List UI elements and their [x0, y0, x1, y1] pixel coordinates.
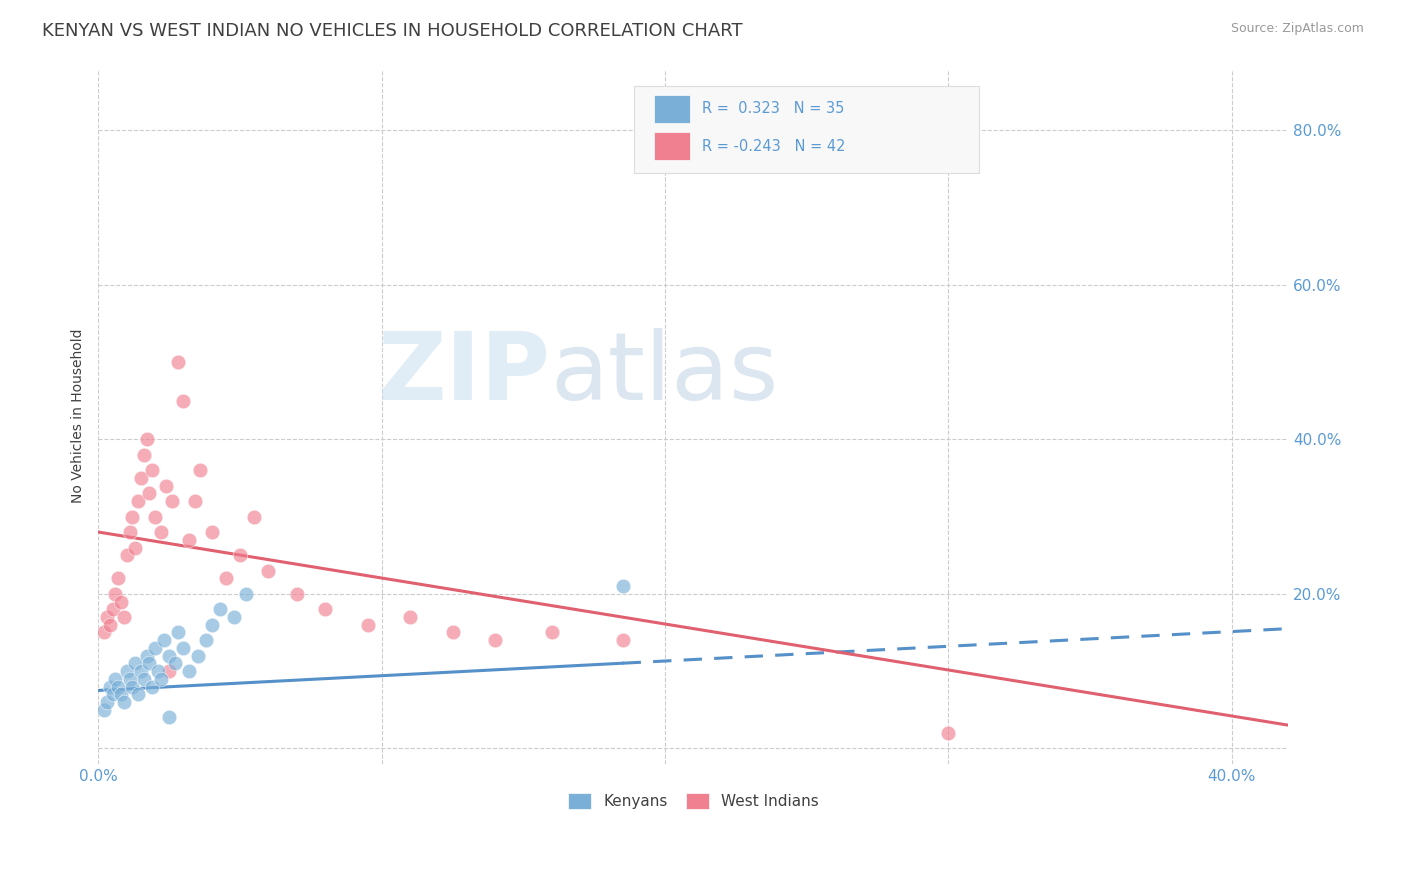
Point [938, 726, 960, 740]
Point [93, 703, 115, 717]
Point [540, 625, 562, 640]
Point [612, 579, 634, 593]
Point [93, 625, 115, 640]
Point [177, 664, 200, 678]
Point [121, 680, 143, 694]
Point [187, 648, 209, 663]
Point [96, 695, 118, 709]
Point [243, 509, 266, 524]
Point [112, 695, 135, 709]
Point [101, 687, 124, 701]
Point [143, 509, 166, 524]
Point [110, 687, 132, 701]
Point [152, 633, 174, 648]
Point [141, 680, 163, 694]
Point [96, 610, 118, 624]
Legend: Kenyans, West Indians: Kenyans, West Indians [562, 787, 825, 815]
Point [112, 610, 135, 624]
Point [107, 680, 129, 694]
Point [132, 448, 155, 462]
Point [195, 633, 218, 648]
Point [129, 664, 152, 678]
Point [399, 610, 422, 624]
Point [135, 433, 157, 447]
Text: R = -0.243   N = 42: R = -0.243 N = 42 [702, 139, 845, 154]
FancyBboxPatch shape [654, 133, 690, 161]
Point [127, 687, 149, 701]
Point [190, 463, 212, 477]
Point [115, 548, 138, 562]
Point [201, 617, 224, 632]
Point [235, 587, 257, 601]
Point [110, 594, 132, 608]
Point [160, 494, 183, 508]
Point [356, 617, 378, 632]
Point [143, 640, 166, 655]
Point [172, 640, 194, 655]
Point [163, 657, 186, 671]
Point [149, 524, 172, 539]
Point [127, 494, 149, 508]
Point [107, 571, 129, 585]
Point [121, 509, 143, 524]
Text: atlas: atlas [551, 328, 779, 420]
Point [166, 625, 188, 640]
Point [215, 571, 238, 585]
Point [138, 486, 160, 500]
Point [157, 664, 180, 678]
Point [141, 463, 163, 477]
Point [104, 587, 127, 601]
Point [124, 541, 146, 555]
Text: KENYAN VS WEST INDIAN NO VEHICLES IN HOUSEHOLD CORRELATION CHART: KENYAN VS WEST INDIAN NO VEHICLES IN HOU… [42, 22, 742, 40]
Point [132, 672, 155, 686]
Point [101, 602, 124, 616]
Point [177, 533, 200, 547]
Point [118, 672, 141, 686]
Point [257, 564, 280, 578]
Text: Source: ZipAtlas.com: Source: ZipAtlas.com [1230, 22, 1364, 36]
Text: ZIP: ZIP [378, 328, 551, 420]
Point [184, 494, 207, 508]
Point [612, 633, 634, 648]
Point [224, 610, 246, 624]
Point [104, 672, 127, 686]
FancyBboxPatch shape [654, 95, 690, 123]
Point [209, 602, 232, 616]
Point [118, 524, 141, 539]
Point [98, 680, 121, 694]
Point [166, 355, 188, 369]
FancyBboxPatch shape [634, 86, 979, 173]
Point [115, 664, 138, 678]
Point [129, 471, 152, 485]
Point [441, 625, 464, 640]
Point [229, 548, 252, 562]
Point [201, 524, 224, 539]
Y-axis label: No Vehicles in Household: No Vehicles in Household [72, 329, 86, 503]
Point [146, 664, 169, 678]
Point [157, 710, 180, 724]
Point [149, 672, 172, 686]
Point [155, 479, 177, 493]
Point [172, 393, 194, 408]
Text: R =  0.323   N = 35: R = 0.323 N = 35 [702, 102, 844, 116]
Point [98, 617, 121, 632]
Point [138, 657, 160, 671]
Point [314, 602, 336, 616]
Point [124, 657, 146, 671]
Point [135, 648, 157, 663]
Point [484, 633, 506, 648]
Point [285, 587, 308, 601]
Point [157, 648, 180, 663]
